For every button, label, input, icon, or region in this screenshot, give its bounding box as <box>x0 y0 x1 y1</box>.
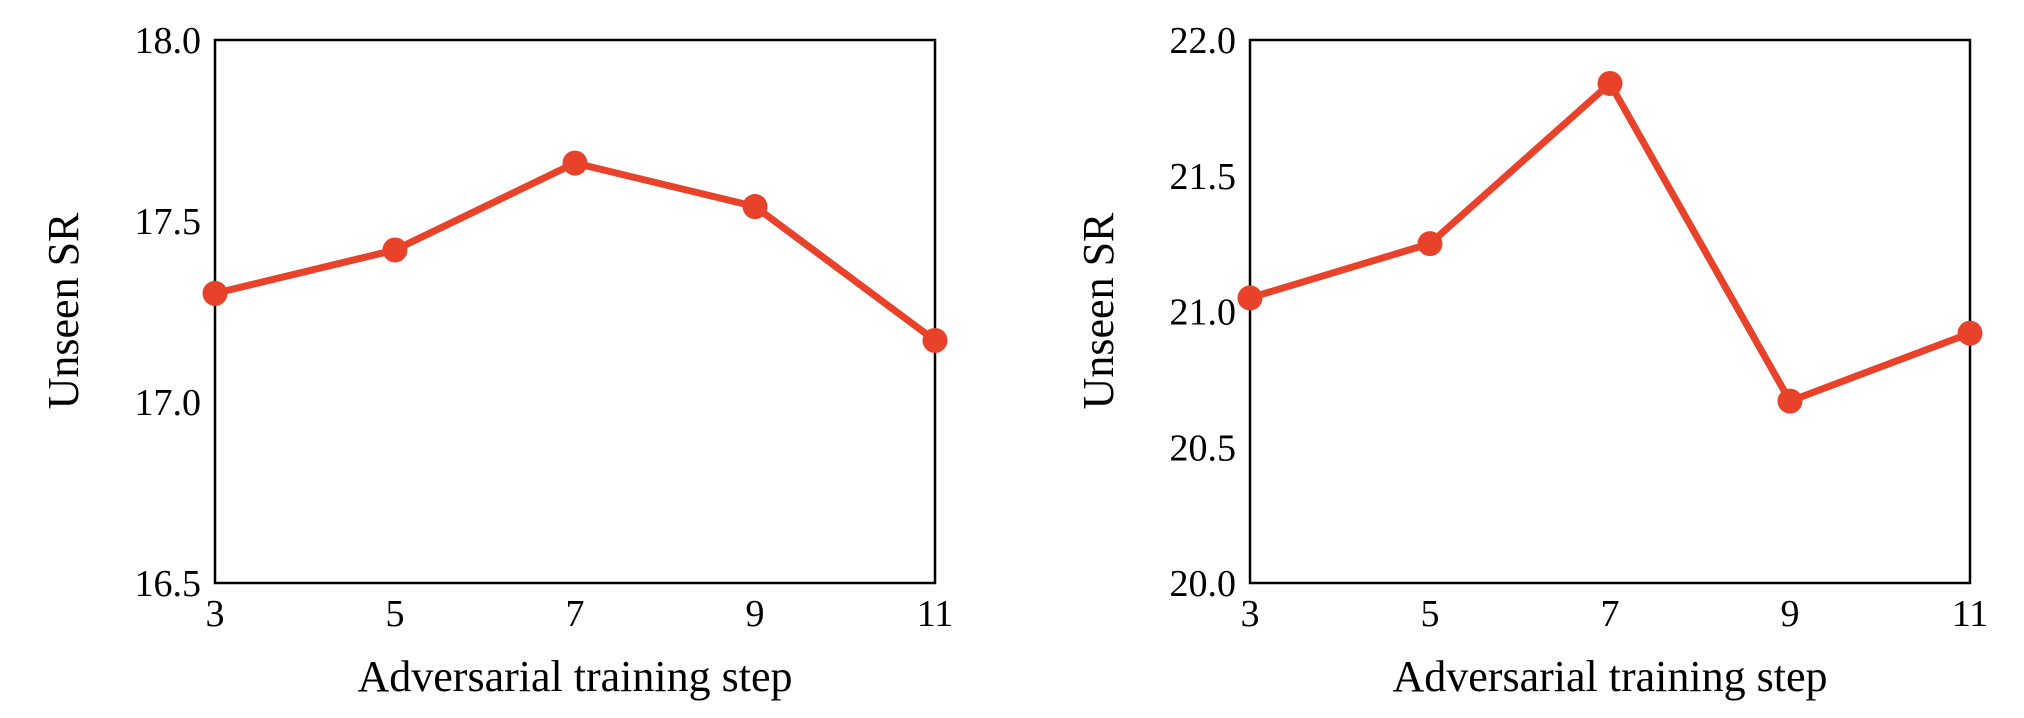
chart-left: 16.5 17.0 17.5 18.0 3 5 7 9 11 Unseen SR Advers… <box>39 20 953 701</box>
plot-frame <box>213 38 937 585</box>
y-tick-labels: 20.0 20.5 21.0 21.5 22.0 <box>1170 20 1237 605</box>
series-layer <box>202 150 948 353</box>
x-tick-labels: 3 5 7 9 11 <box>206 593 954 635</box>
data-point <box>1237 285 1263 311</box>
x-axis-label: Adversarial training step <box>1393 652 1828 701</box>
data-point <box>1417 231 1443 257</box>
series-layer <box>1237 70 1983 414</box>
y-tick-label: 22.0 <box>1170 20 1237 62</box>
y-tick-label: 20.0 <box>1170 563 1237 605</box>
x-tick-label: 5 <box>1421 593 1440 635</box>
y-tick-label: 18.0 <box>135 20 202 62</box>
y-tick-label: 21.5 <box>1170 156 1237 198</box>
x-tick-label: 7 <box>1601 593 1620 635</box>
y-tick-label: 16.5 <box>135 563 202 605</box>
x-tick-label: 11 <box>1952 593 1989 635</box>
series-line <box>211 159 939 344</box>
data-point <box>382 237 408 263</box>
data-point <box>202 280 228 306</box>
y-tick-label: 21.0 <box>1170 292 1237 334</box>
data-point <box>1597 70 1623 96</box>
x-tick-label: 3 <box>1241 593 1260 635</box>
chart-right: 20.0 20.5 21.0 21.5 22.0 3 5 7 9 11 Unseen SR Ad… <box>1074 20 1988 701</box>
x-tick-labels: 3 5 7 9 11 <box>1241 593 1989 635</box>
x-tick-label: 5 <box>386 593 405 635</box>
y-tick-labels: 16.5 17.0 17.5 18.0 <box>135 20 202 605</box>
x-tick-label: 7 <box>566 593 585 635</box>
x-tick-label: 3 <box>206 593 225 635</box>
data-point <box>562 150 588 176</box>
y-axis-label: Unseen SR <box>1074 212 1123 409</box>
data-point <box>922 327 948 353</box>
x-tick-label: 11 <box>917 593 954 635</box>
x-tick-label: 9 <box>746 593 765 635</box>
y-tick-label: 17.5 <box>135 201 202 243</box>
plot-frame <box>1248 38 1972 585</box>
data-point <box>742 194 768 220</box>
x-tick-label: 9 <box>1781 593 1800 635</box>
y-tick-label: 17.0 <box>135 382 202 424</box>
data-point <box>1777 388 1803 414</box>
y-axis-label: Unseen SR <box>39 212 88 409</box>
y-tick-label: 20.5 <box>1170 427 1237 469</box>
series-line <box>1246 79 1974 405</box>
x-axis-label: Adversarial training step <box>358 652 793 701</box>
data-point <box>1957 320 1983 346</box>
